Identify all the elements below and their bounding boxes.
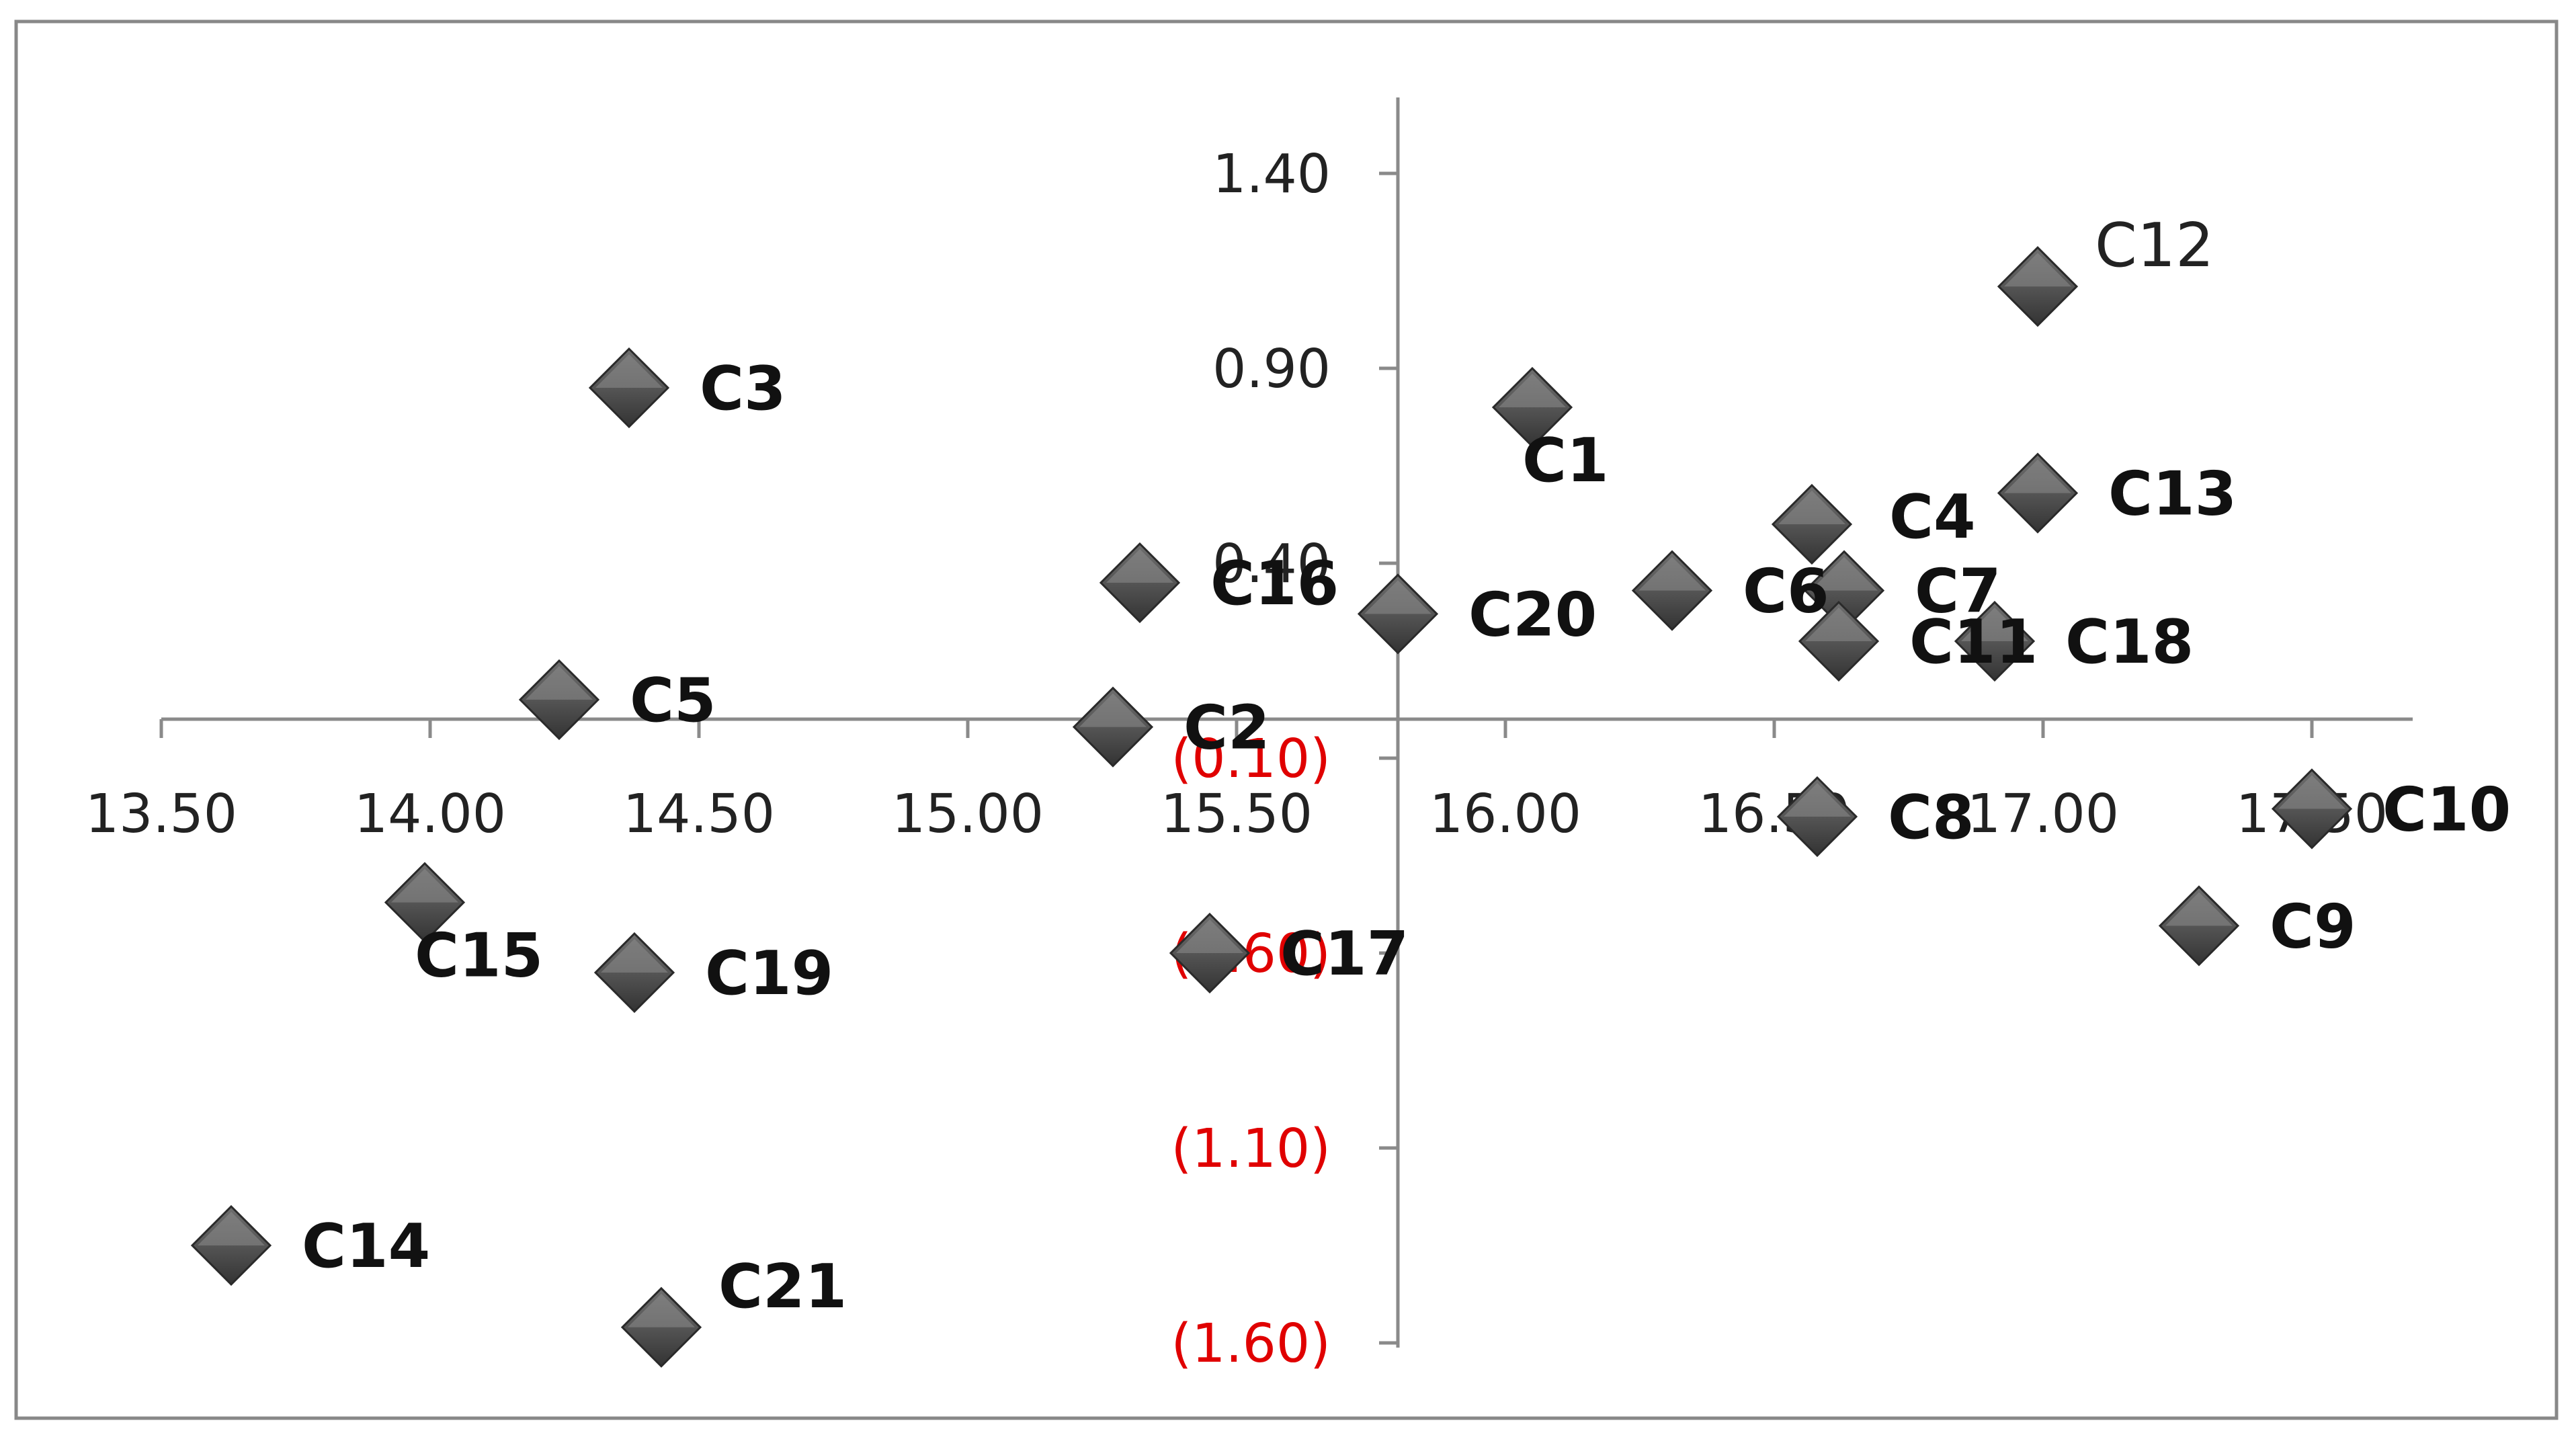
data-point-c17 <box>1169 912 1251 994</box>
diamond-highlight <box>1106 549 1173 583</box>
y-tick-label: (1.10) <box>1171 1118 1331 1180</box>
data-point-c11 <box>1798 600 1880 682</box>
data-point-c4 <box>1771 483 1853 565</box>
data-point-c16 <box>1099 542 1181 624</box>
point-label: C19 <box>705 938 833 1009</box>
diamond-highlight <box>1961 608 2028 641</box>
diamond-highlight <box>198 1212 265 1245</box>
point-label: C4 <box>1889 482 1976 552</box>
point-label: C6 <box>1743 557 1829 627</box>
y-tick-label: 1.40 <box>1212 143 1331 205</box>
diamond-highlight <box>1079 693 1147 727</box>
data-point-c10 <box>2271 768 2353 850</box>
data-point-c7 <box>1803 550 1885 631</box>
x-tick-label: 15.00 <box>892 783 1044 845</box>
diamond-highlight <box>2278 775 2345 809</box>
diamond-highlight <box>2165 892 2233 926</box>
data-point-c3 <box>588 347 670 429</box>
y-tick-label: (1.60) <box>1171 1313 1331 1374</box>
point-label: C18 <box>2065 607 2194 678</box>
x-tick-label: 16.00 <box>1429 783 1581 845</box>
diamond-highlight <box>1805 608 1872 641</box>
point-label: C15 <box>415 921 543 991</box>
point-label: C13 <box>2108 459 2237 530</box>
point-label: C1 <box>1522 425 1609 496</box>
point-label: C3 <box>700 354 786 424</box>
diamond-highlight <box>1364 580 1431 614</box>
point-label: C9 <box>2270 891 2356 962</box>
point-label: C20 <box>1468 579 1597 650</box>
x-tick-label: 15.50 <box>1161 783 1313 845</box>
x-tick-label: 14.00 <box>354 783 506 845</box>
point-label: C11 <box>1909 607 2038 678</box>
point-label: C8 <box>1888 782 1975 853</box>
data-point-c20 <box>1357 573 1439 655</box>
diamond-highlight <box>1811 557 1878 591</box>
data-point-c9 <box>2158 885 2240 967</box>
diamond-highlight <box>2004 459 2071 493</box>
point-label: C2 <box>1183 693 1270 764</box>
data-point-c13 <box>1997 452 2079 534</box>
point-label: C14 <box>302 1211 430 1282</box>
diamond-highlight <box>1499 374 1566 407</box>
point-label: C21 <box>718 1251 847 1322</box>
data-point-c18 <box>1954 600 2036 682</box>
data-point-c2 <box>1072 686 1154 768</box>
axes <box>159 97 2413 1348</box>
diamond-highlight <box>1638 557 1706 591</box>
y-tick-label: (0.10) <box>1171 728 1331 790</box>
data-points <box>190 246 2353 1368</box>
point-label: C7 <box>1915 557 2001 627</box>
diamond-highlight <box>628 1293 695 1327</box>
y-tick-label: 0.40 <box>1212 533 1331 595</box>
diamond-highlight <box>526 666 593 700</box>
y-tick-label: 0.90 <box>1212 338 1331 400</box>
point-label: C12 <box>2095 210 2214 281</box>
data-point-c14 <box>190 1204 272 1286</box>
diamond-highlight <box>391 868 458 903</box>
point-labels: C1 C2 C3 C4 C5 C6 C7 C8 C9 C10 C11 C12 C13 C14 C15 C16 C… <box>302 210 2511 1322</box>
data-point-c12 <box>1997 246 2079 327</box>
data-point-c15 <box>384 862 466 943</box>
point-label: C17 <box>1280 919 1409 989</box>
diamond-highlight <box>1784 783 1851 817</box>
data-point-c21 <box>620 1286 702 1368</box>
diamond-highlight <box>2004 253 2071 287</box>
diamond-highlight <box>601 939 668 973</box>
point-label: C5 <box>630 665 716 736</box>
point-label: C16 <box>1210 548 1339 619</box>
data-point-c1 <box>1491 366 1573 448</box>
data-point-c19 <box>593 932 675 1014</box>
point-label: C10 <box>2382 774 2511 845</box>
x-tick-label: 17.00 <box>1967 783 2119 845</box>
tick-labels: 13.50 14.00 14.50 15.00 15.50 16.00 16.50 17.00… <box>85 143 2388 1374</box>
diamond-highlight <box>595 354 663 388</box>
data-point-c6 <box>1631 550 1713 631</box>
diamond-highlight <box>1778 491 1845 524</box>
x-tick-label: 14.50 <box>623 783 775 845</box>
diamond-highlight <box>1176 919 1243 953</box>
data-point-c5 <box>518 659 600 741</box>
x-tick-label: 13.50 <box>85 783 237 845</box>
data-point-c8 <box>1776 776 1858 858</box>
